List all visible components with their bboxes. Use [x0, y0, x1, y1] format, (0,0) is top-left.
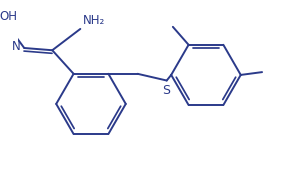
Text: NH₂: NH₂ [83, 14, 105, 27]
Text: N: N [12, 40, 20, 53]
Text: OH: OH [0, 10, 17, 23]
Text: S: S [162, 84, 170, 97]
